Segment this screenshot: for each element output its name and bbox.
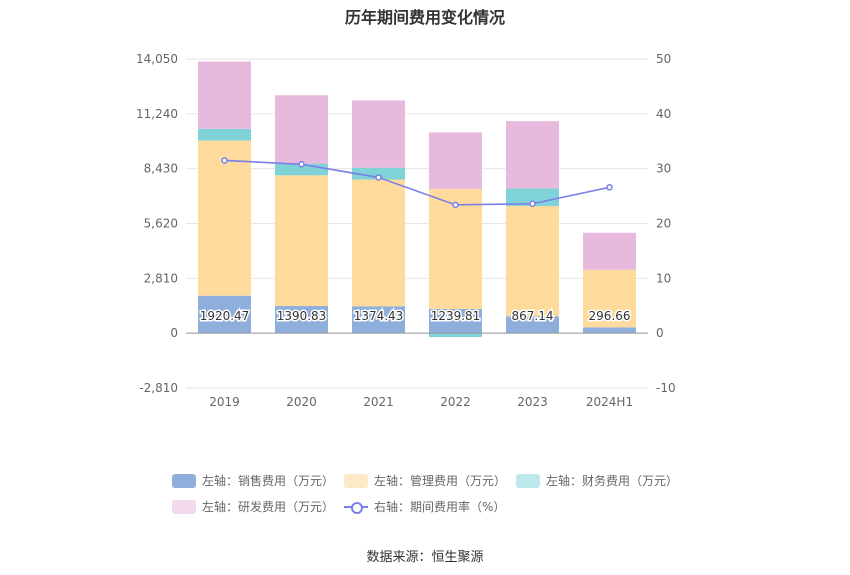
bar-finance [352,167,405,180]
sales-data-label: 1390.83 [277,309,327,323]
sales-data-label: 1374.43 [354,309,404,323]
bar-finance [429,333,482,338]
bar-sales [506,316,559,334]
bar-admin [198,140,251,296]
left-tick-label: -2,810 [139,381,178,395]
x-tick-label: 2024H1 [586,395,633,409]
sales-data-label: 1239.81 [431,309,481,323]
bar-sales [429,308,482,334]
right-tick-label: 50 [656,52,671,66]
right-tick-label: 40 [656,107,671,121]
legend-swatch-sales [172,473,196,488]
legend-swatch-rate [344,500,368,514]
right-tick-label: 30 [656,162,671,176]
bar-rnd [583,232,636,270]
right-tick-label: -10 [656,381,676,395]
left-tick-label: 0 [170,326,178,340]
x-tick-label: 2023 [517,395,548,409]
left-tick-label: 14,050 [136,52,178,66]
left-tick-label: 2,810 [144,271,178,285]
sales-data-label: 296.66 [589,309,631,323]
left-tick-label: 11,240 [136,107,178,121]
right-tick-label: 20 [656,217,671,231]
bar-admin [429,188,482,309]
x-tick-label: 2020 [286,395,317,409]
legend-swatch-admin [344,473,368,488]
rate-line [224,159,610,206]
legend-item-rate[interactable]: 右轴：期间费用率（%） [344,498,505,515]
bar-sales [583,327,636,334]
rate-point [221,157,228,164]
bar-admin [583,269,636,328]
bar-admin [352,179,405,307]
legend-label-rnd: 左轴：研发费用（万元） [202,500,335,514]
legend-label-sales: 左轴：销售费用（万元） [202,474,335,488]
bar-finance [198,128,251,141]
rate-point [452,201,459,209]
bar-rnd [429,132,482,189]
right-tick-label: 10 [656,271,671,285]
legend-label-finance: 左轴：财务费用（万元） [546,474,679,488]
right-tick-label: 0 [656,326,664,340]
chart-title: 历年期间费用变化情况 [344,8,505,27]
legend-item-finance[interactable]: 左轴：财务费用（万元） [516,472,678,489]
legend-label-rate: 右轴：期间费用率（%） [374,500,506,514]
rate-point [606,184,613,191]
left-tick-label: 8,430 [144,162,178,176]
rate-point [375,174,382,181]
bar-admin [506,205,559,317]
bar-rnd [506,121,559,189]
bar-admin [275,175,328,307]
bar-rnd [352,100,405,168]
rate-point [298,161,305,168]
bar-sales [198,295,251,334]
sales-data-label: 1920.47 [200,309,250,323]
legend-label-admin: 左轴：管理费用（万元） [374,474,507,488]
x-tick-label: 2021 [363,395,394,409]
data-source: 数据来源：恒生聚源 [366,550,484,565]
legend-item-admin[interactable]: 左轴：管理费用（万元） [344,472,506,489]
sales-data-label: 867.14 [512,309,554,323]
bar-sales [352,306,405,334]
x-tick-label: 2022 [440,395,471,409]
legend-swatch-rnd [172,499,196,514]
legend-item-rnd[interactable]: 左轴：研发费用（万元） [172,498,334,515]
x-tick-label: 2019 [209,395,240,409]
bar-rnd [275,95,328,164]
bar-sales [275,306,328,334]
legend-item-sales[interactable]: 左轴：销售费用（万元） [172,472,334,489]
bar-finance [275,163,328,176]
legend-swatch-finance [516,473,540,488]
bar-rnd [198,61,251,129]
rate-point [529,200,536,208]
left-tick-label: 5,620 [144,217,178,231]
